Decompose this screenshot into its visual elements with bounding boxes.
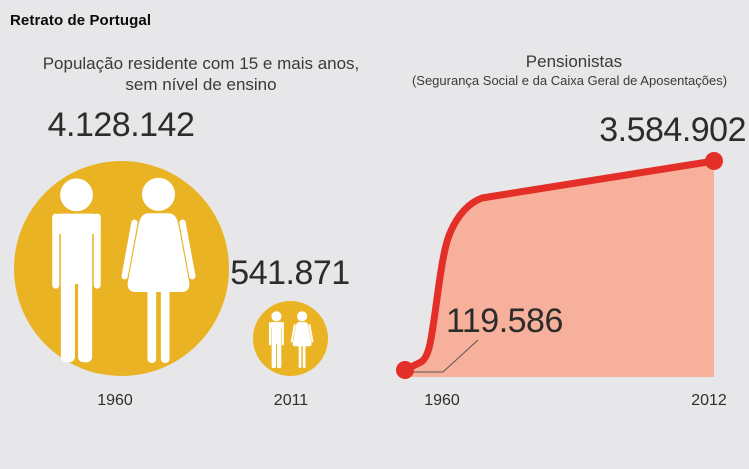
- year-label-2012: 2012: [691, 392, 727, 409]
- right-panel-subheading: (Segurança Social e da Caixa Geral de Ap…: [411, 73, 728, 88]
- value-1960-population: 4.128.142: [47, 106, 195, 144]
- left-panel-heading-line1: População residente com 15 e mais anos,: [42, 54, 360, 73]
- woman-icon: [119, 177, 198, 366]
- year-label-2011: 2011: [273, 392, 309, 409]
- pensioners-area-chart: [396, 152, 723, 379]
- left-panel-heading-line2: sem nível de ensino: [125, 75, 277, 94]
- proportional-circle-2011: [253, 301, 328, 376]
- chart-point-2012: [705, 152, 723, 170]
- year-label-1960-right: 1960: [424, 392, 460, 409]
- man-icon: [267, 311, 286, 369]
- chart-area-fill: [405, 161, 714, 377]
- woman-icon: [290, 311, 314, 369]
- proportional-circle-1960: [14, 161, 229, 376]
- man-icon: [46, 177, 107, 366]
- value-2011-population: 541.871: [230, 254, 350, 292]
- chart-line: [401, 157, 718, 374]
- page-title: Retrato de Portugal: [10, 12, 152, 29]
- chart-point-1960: [396, 361, 414, 379]
- value-2012-pensioners: 3.584.902: [599, 111, 746, 149]
- value-1960-pensioners: 119.586: [446, 302, 563, 340]
- right-panel-heading: Pensionistas: [525, 52, 623, 71]
- year-label-1960-left: 1960: [97, 392, 133, 409]
- callout-leader-line: [410, 339, 479, 373]
- left-panel-heading: População residente com 15 e mais anos, …: [14, 53, 388, 95]
